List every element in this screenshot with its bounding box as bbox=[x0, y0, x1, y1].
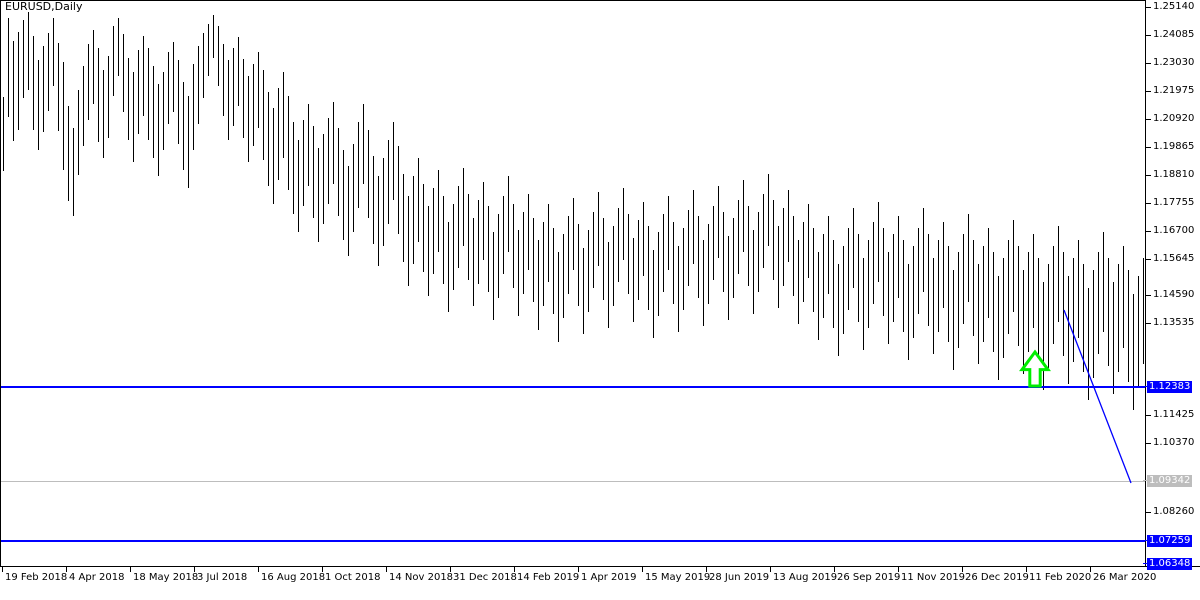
time-tick bbox=[194, 567, 195, 572]
time-tick bbox=[2, 567, 3, 572]
price-axis-label: 1.24085 bbox=[1153, 29, 1195, 40]
time-axis-label: 4 Apr 2018 bbox=[69, 572, 125, 583]
price-badge-gray[interactable]: 1.09342 bbox=[1143, 475, 1193, 487]
time-axis-label: 3 Jul 2018 bbox=[197, 572, 248, 583]
price-tick bbox=[1146, 119, 1151, 120]
price-bars-svg bbox=[0, 12, 1146, 542]
price-tick bbox=[1146, 443, 1151, 444]
badge-pointer bbox=[1143, 563, 1148, 564]
time-tick bbox=[258, 567, 259, 572]
price-tick bbox=[1146, 512, 1151, 513]
price-axis-label: 1.25140 bbox=[1153, 1, 1195, 12]
time-axis-label: 28 Jun 2019 bbox=[709, 572, 770, 583]
time-axis-label: 14 Nov 2018 bbox=[389, 572, 454, 583]
time-tick bbox=[386, 567, 387, 572]
time-tick bbox=[770, 567, 771, 572]
price-tick bbox=[1146, 231, 1151, 232]
price-axis-label: 1.11425 bbox=[1153, 409, 1195, 420]
time-axis-label: 15 May 2019 bbox=[645, 572, 711, 583]
price-tick bbox=[1146, 175, 1151, 176]
price-plot-area[interactable]: EURUSD,Daily bbox=[0, 0, 1146, 566]
time-tick bbox=[130, 567, 131, 572]
time-tick bbox=[450, 567, 451, 572]
price-axis-label: 1.19865 bbox=[1153, 141, 1195, 152]
price-tick bbox=[1146, 7, 1151, 8]
time-tick bbox=[1090, 567, 1091, 572]
ohlc-bars-group bbox=[3, 12, 1144, 410]
time-axis-label: 13 Aug 2019 bbox=[773, 572, 838, 583]
time-axis-label: 19 Feb 2018 bbox=[5, 572, 68, 583]
time-tick bbox=[962, 567, 963, 572]
time-tick bbox=[514, 567, 515, 572]
time-tick bbox=[1026, 567, 1027, 572]
time-axis-label: 11 Feb 2020 bbox=[1029, 572, 1092, 583]
plot-top-border bbox=[0, 0, 1146, 1]
time-tick bbox=[322, 567, 323, 572]
price-axis-border bbox=[1145, 0, 1146, 567]
price-axis-label: 1.15645 bbox=[1153, 253, 1195, 264]
price-badge-blue[interactable]: 1.12383 bbox=[1143, 381, 1193, 393]
price-axis-label: 1.16700 bbox=[1153, 225, 1195, 236]
time-axis-label: 16 Aug 2018 bbox=[261, 572, 326, 583]
price-badge-value: 1.06348 bbox=[1149, 558, 1191, 569]
time-tick bbox=[66, 567, 67, 572]
plot-left-border bbox=[0, 0, 1, 567]
time-axis-label: 1 Apr 2019 bbox=[581, 572, 637, 583]
price-axis-label: 1.08260 bbox=[1153, 506, 1195, 517]
price-axis-label: 1.20920 bbox=[1153, 113, 1195, 124]
price-axis-label: 1.13535 bbox=[1153, 317, 1195, 328]
time-axis-label: 26 Mar 2020 bbox=[1093, 572, 1157, 583]
time-tick bbox=[898, 567, 899, 572]
time-axis-label: 14 Feb 2019 bbox=[517, 572, 580, 583]
price-axis[interactable]: 1.25140 1.24085 1.23030 1.21975 1.20920 1.198… bbox=[1143, 0, 1200, 570]
price-tick bbox=[1146, 203, 1151, 204]
symbol-period-label: EURUSD,Daily bbox=[5, 0, 83, 13]
time-axis-border bbox=[0, 566, 1200, 567]
price-tick bbox=[1146, 259, 1151, 260]
time-tick bbox=[834, 567, 835, 572]
price-tick bbox=[1146, 147, 1151, 148]
price-axis-label: 1.21975 bbox=[1153, 85, 1195, 96]
time-axis-label: 26 Dec 2019 bbox=[965, 572, 1029, 583]
price-badge-value: 1.07259 bbox=[1149, 535, 1191, 546]
price-axis-label: 1.18810 bbox=[1153, 169, 1195, 180]
badge-pointer bbox=[1143, 386, 1148, 387]
price-axis-label: 1.14590 bbox=[1153, 289, 1195, 300]
price-axis-label: 1.17755 bbox=[1153, 197, 1195, 208]
price-tick bbox=[1146, 295, 1151, 296]
price-badge-value: 1.12383 bbox=[1149, 381, 1191, 392]
chart-objects-group bbox=[0, 309, 1146, 542]
price-tick bbox=[1146, 415, 1151, 416]
price-badge-blue[interactable]: 1.06348 bbox=[1143, 558, 1193, 570]
time-tick bbox=[706, 567, 707, 572]
time-axis-label: 1 Oct 2018 bbox=[325, 572, 381, 583]
time-axis-label: 31 Dec 2018 bbox=[453, 572, 517, 583]
price-badge-value: 1.09342 bbox=[1149, 475, 1191, 486]
price-tick bbox=[1146, 323, 1151, 324]
price-badge-blue[interactable]: 1.07259 bbox=[1143, 535, 1193, 547]
price-axis-label: 1.10370 bbox=[1153, 437, 1195, 448]
price-tick bbox=[1146, 63, 1151, 64]
price-tick bbox=[1146, 35, 1151, 36]
time-tick bbox=[642, 567, 643, 572]
price-axis-label: 1.23030 bbox=[1153, 57, 1195, 68]
time-axis-label: 11 Nov 2019 bbox=[901, 572, 966, 583]
badge-pointer bbox=[1143, 540, 1148, 541]
price-tick bbox=[1146, 91, 1151, 92]
time-axis-label: 26 Sep 2019 bbox=[837, 572, 901, 583]
time-axis[interactable]: 19 Feb 2018 4 Apr 2018 18 May 2018 3 Jul 20… bbox=[0, 567, 1200, 600]
time-axis-label: 18 May 2018 bbox=[133, 572, 199, 583]
badge-pointer bbox=[1143, 480, 1148, 481]
time-tick bbox=[578, 567, 579, 572]
